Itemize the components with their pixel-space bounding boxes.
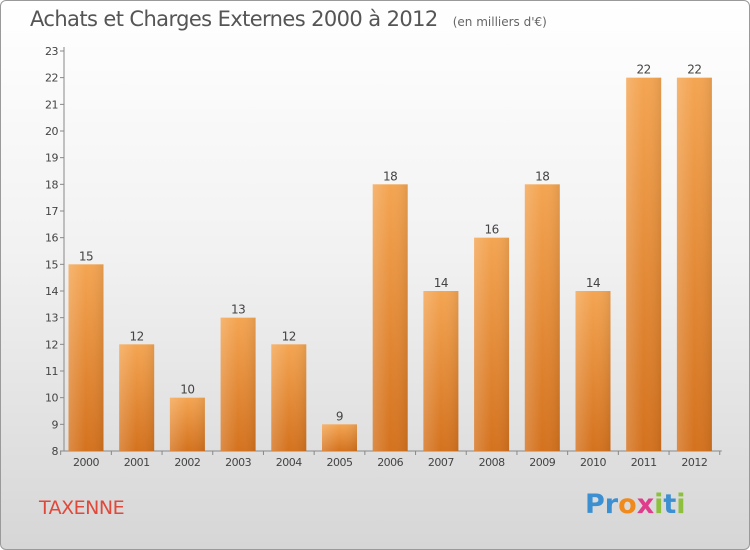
bars bbox=[68, 77, 712, 452]
data-label: 12 bbox=[130, 329, 144, 343]
bar-shading bbox=[119, 344, 155, 451]
data-label: 18 bbox=[383, 169, 397, 183]
logo-letter: P bbox=[585, 489, 605, 520]
y-tick-label: 12 bbox=[45, 338, 58, 351]
data-label: 22 bbox=[687, 63, 701, 77]
bar-shading bbox=[626, 77, 662, 452]
data-label: 14 bbox=[586, 276, 600, 290]
bar-shading bbox=[372, 184, 408, 452]
data-label: 13 bbox=[231, 303, 245, 317]
x-tick-label: 2006 bbox=[377, 456, 403, 469]
x-tick-label: 2001 bbox=[124, 456, 150, 469]
bar-shading bbox=[271, 344, 307, 451]
x-tick-label: 2011 bbox=[631, 456, 657, 469]
bar-shading bbox=[169, 397, 205, 451]
y-tick-label: 14 bbox=[45, 285, 58, 298]
x-tick-label: 2003 bbox=[225, 456, 251, 469]
y-tick-label: 19 bbox=[45, 152, 58, 165]
data-label: 12 bbox=[282, 329, 296, 343]
data-label: 15 bbox=[79, 249, 93, 263]
logo-letter: t bbox=[663, 489, 677, 520]
x-tick-label: 2005 bbox=[327, 456, 353, 469]
x-tick-label: 2012 bbox=[681, 456, 707, 469]
data-label: 22 bbox=[637, 63, 651, 77]
chart-unit: (en milliers d'€) bbox=[452, 15, 547, 29]
y-tick-label: 10 bbox=[45, 392, 58, 405]
logo-letter: i bbox=[676, 489, 686, 520]
proxiti-logo[interactable]: Proxiti bbox=[585, 489, 686, 520]
x-tick-label: 2002 bbox=[174, 456, 200, 469]
y-tick-label: 15 bbox=[45, 258, 58, 271]
y-tick-label: 22 bbox=[45, 72, 58, 85]
bar-shading bbox=[423, 291, 459, 451]
data-label: 16 bbox=[484, 223, 498, 237]
bar-shading bbox=[575, 291, 611, 451]
data-label: 14 bbox=[434, 276, 448, 290]
y-tick-label: 16 bbox=[45, 232, 58, 245]
bar-shading bbox=[68, 264, 104, 451]
data-label: 9 bbox=[336, 409, 343, 423]
y-tick-label: 8 bbox=[52, 445, 59, 458]
y-tick-label: 21 bbox=[45, 98, 58, 111]
x-tick-label: 2000 bbox=[73, 456, 99, 469]
y-tick-label: 23 bbox=[45, 45, 58, 58]
data-label: 18 bbox=[535, 169, 549, 183]
title-row: Achats et Charges Externes 2000 à 2012 (… bbox=[30, 7, 547, 31]
bar-shading bbox=[676, 77, 712, 452]
x-tick-label: 2010 bbox=[580, 456, 606, 469]
commune-name: TAXENNE bbox=[39, 497, 125, 519]
logo-letter: o bbox=[618, 489, 637, 520]
logo-letter: x bbox=[636, 489, 655, 520]
x-axis: 2000 2001 2002 2003 2004 2005 2006 2007 2008 2009… bbox=[60, 450, 722, 469]
logo-letter: r bbox=[604, 489, 619, 520]
x-tick-label: 2007 bbox=[428, 456, 454, 469]
y-tick-label: 18 bbox=[45, 178, 58, 191]
x-tick-label: 2004 bbox=[276, 456, 302, 469]
bar-shading bbox=[322, 424, 357, 451]
bar-shading bbox=[474, 237, 510, 451]
logo-letter: i bbox=[654, 489, 664, 520]
x-tick-label: 2009 bbox=[529, 456, 555, 469]
y-axis: 8 9 10 11 12 13 14 15 16 17 18 19 20 21 22 23 bbox=[45, 45, 65, 458]
y-tick-label: 11 bbox=[45, 365, 58, 378]
x-tick-label: 2008 bbox=[479, 456, 505, 469]
y-tick-label: 13 bbox=[45, 312, 58, 325]
y-tick-label: 9 bbox=[52, 418, 59, 431]
y-tick-label: 20 bbox=[45, 125, 58, 138]
bar-shading bbox=[524, 184, 560, 452]
y-tick-label: 17 bbox=[45, 205, 58, 218]
data-label: 10 bbox=[180, 383, 194, 397]
data-labels: 15 12 10 13 12 9 18 14 16 18 14 22 22 bbox=[79, 63, 702, 424]
chart-title: Achats et Charges Externes 2000 à 2012 bbox=[30, 7, 438, 31]
bar-shading bbox=[220, 317, 256, 451]
